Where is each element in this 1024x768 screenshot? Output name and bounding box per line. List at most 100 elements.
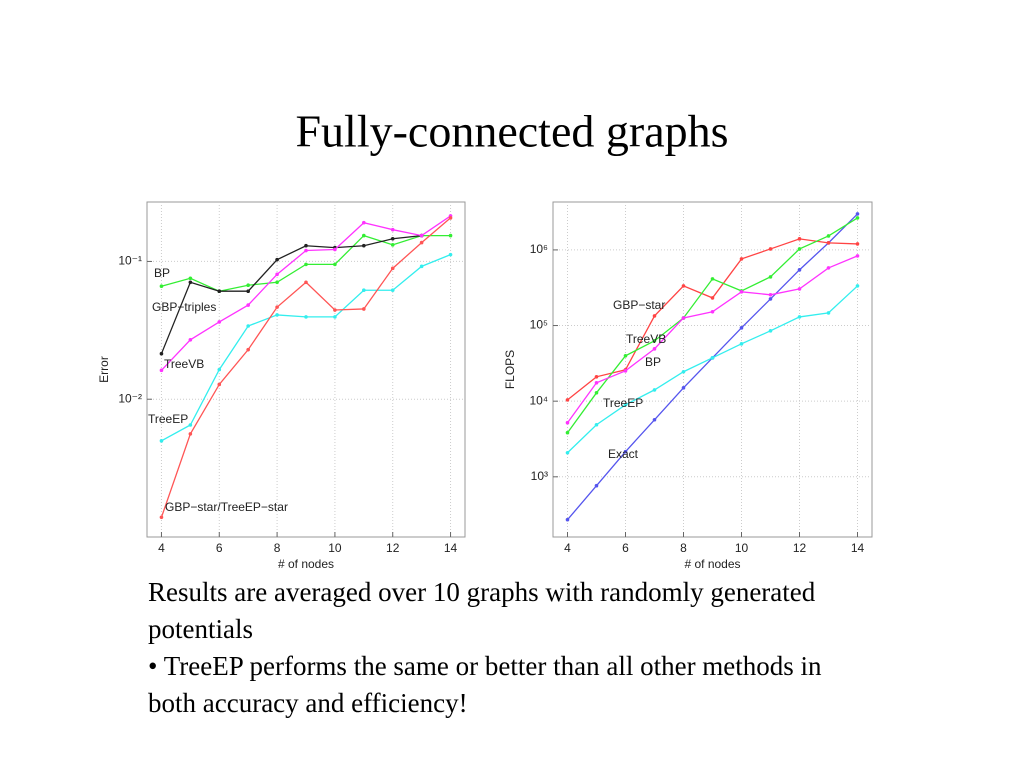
data-point <box>275 313 279 317</box>
data-point <box>188 280 193 285</box>
data-point <box>275 272 279 277</box>
data-point <box>246 303 250 307</box>
data-point <box>362 243 366 248</box>
data-point <box>159 284 164 289</box>
data-point <box>855 284 860 288</box>
data-point <box>797 268 802 272</box>
data-point <box>159 515 164 520</box>
data-point <box>710 309 715 314</box>
y-axis-label: Error <box>97 356 111 383</box>
data-point <box>565 430 570 435</box>
series-label: TreeEP <box>148 412 188 426</box>
data-point <box>448 252 453 257</box>
series-label: BP <box>645 355 661 369</box>
x-tick-label: 8 <box>680 541 687 555</box>
data-point <box>565 450 570 455</box>
data-point <box>594 380 599 385</box>
data-point <box>681 284 686 288</box>
data-point <box>565 398 570 402</box>
x-axis-label: # of nodes <box>684 557 740 571</box>
data-point <box>159 439 164 443</box>
y-tick-label: 10⁵ <box>530 318 548 332</box>
data-point <box>304 262 308 267</box>
data-point <box>768 292 773 297</box>
data-point <box>448 216 453 220</box>
x-tick-label: 6 <box>622 541 629 555</box>
data-point <box>362 220 366 225</box>
data-point <box>855 216 860 220</box>
plot-area <box>552 201 873 538</box>
data-point <box>681 386 686 390</box>
y-tick-label: 10⁶ <box>530 242 548 256</box>
paragraph: • TreeEP performs the same or better tha… <box>148 651 822 718</box>
data-point <box>768 329 773 333</box>
series-label: GBP−star/TreeEP−star <box>165 500 288 514</box>
data-point <box>652 314 657 318</box>
data-point <box>652 417 657 422</box>
data-point <box>710 356 715 360</box>
data-point <box>652 388 657 392</box>
data-point <box>739 257 744 261</box>
data-point <box>217 367 222 372</box>
data-point <box>565 517 570 522</box>
data-point <box>739 290 744 294</box>
data-point <box>652 339 657 343</box>
data-point <box>826 311 831 315</box>
data-point <box>419 264 424 269</box>
data-point <box>681 316 686 320</box>
x-tick-label: 14 <box>444 541 458 555</box>
data-point <box>710 277 715 281</box>
data-point <box>333 308 337 312</box>
data-point <box>739 326 744 330</box>
x-tick-label: 10 <box>328 541 342 555</box>
x-tick-label: 12 <box>386 541 400 555</box>
data-point <box>594 391 599 395</box>
data-point <box>826 234 831 238</box>
data-point <box>275 257 279 262</box>
data-point <box>594 375 599 379</box>
paragraph: Results are averaged over 10 graphs with… <box>148 577 816 644</box>
y-tick-label: 10⁻² <box>118 391 142 405</box>
data-point <box>565 420 570 425</box>
data-point <box>681 369 686 374</box>
series-label: GBP−star <box>613 298 665 312</box>
data-point <box>304 315 308 319</box>
y-axis-label: FLOPS <box>503 350 517 389</box>
data-point <box>594 422 599 427</box>
series-label: TreeVB <box>626 332 666 346</box>
data-point <box>333 247 337 252</box>
x-axis-label: # of nodes <box>278 557 334 571</box>
slide-title: Fully-connected graphs <box>295 106 728 157</box>
data-point <box>159 368 164 373</box>
data-point <box>390 243 395 247</box>
x-tick-label: 4 <box>158 541 165 555</box>
data-point <box>246 283 250 288</box>
series-label: TreeVB <box>164 357 204 371</box>
data-point <box>855 212 860 216</box>
data-point <box>768 247 773 251</box>
data-point <box>623 449 628 454</box>
series-label: BP <box>154 266 170 280</box>
data-point <box>390 266 395 271</box>
x-tick-label: 8 <box>274 541 281 555</box>
data-point <box>246 324 250 328</box>
data-point <box>826 266 831 270</box>
data-point <box>797 315 802 319</box>
series-label: TreeEP <box>603 396 643 410</box>
data-point <box>217 320 222 324</box>
x-tick-label: 12 <box>793 541 807 555</box>
data-point <box>826 241 831 245</box>
data-point <box>275 305 279 309</box>
data-point <box>623 402 628 407</box>
series-label: Exact <box>608 447 639 461</box>
plot-area <box>146 201 466 538</box>
body-text: Results are averaged over 10 graphs with… <box>148 574 868 722</box>
data-point <box>217 382 222 387</box>
data-point <box>304 248 308 253</box>
data-point <box>448 233 453 238</box>
data-point <box>188 337 193 342</box>
data-point <box>652 347 657 351</box>
data-point <box>797 237 802 241</box>
x-tick-label: 10 <box>735 541 749 555</box>
